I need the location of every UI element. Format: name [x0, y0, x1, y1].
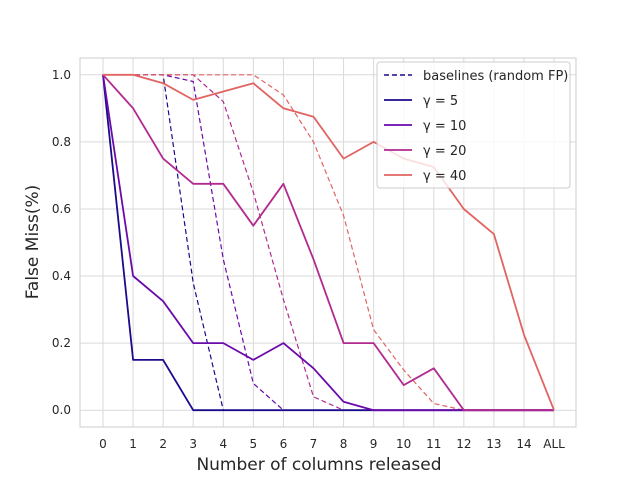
x-tick-label: 8 — [340, 437, 348, 451]
x-tick-label: 1 — [129, 437, 137, 451]
x-tick-label: 9 — [370, 437, 378, 451]
y-tick-label: 0.2 — [52, 336, 71, 350]
y-tick-label: 0.4 — [52, 269, 71, 283]
y-tick-labels: 0.0 0.2 0.4 0.6 0.8 1.0 — [52, 68, 71, 417]
legend: baselines (random FP) γ = 5γ = 10γ = 20γ… — [376, 61, 571, 189]
baseline-line-3 — [103, 74, 554, 411]
legend-entry-label: γ = 5 — [423, 94, 458, 109]
x-tick-label: 14 — [516, 437, 531, 451]
x-tick-label: 6 — [280, 437, 288, 451]
x-tick-label: 12 — [456, 437, 471, 451]
x-tick-label: 11 — [426, 437, 441, 451]
legend-entry-label: γ = 40 — [423, 169, 466, 184]
x-tick-label: 4 — [219, 437, 227, 451]
y-tick-label: 0.6 — [52, 202, 71, 216]
y-tick-label: 0.8 — [52, 135, 71, 149]
x-tick-labels: 0 1 2 3 4 5 6 7 8 9 10 11 12 13 14 ALL — [99, 437, 565, 451]
x-tick-label: 2 — [159, 437, 167, 451]
series-line-gamma-3 — [103, 73, 555, 411]
x-tick-label: 0 — [99, 437, 107, 451]
legend-frame — [376, 61, 571, 189]
series-lines — [102, 73, 555, 412]
x-tick-label: 13 — [486, 437, 501, 451]
y-tick-label: 0.0 — [52, 403, 71, 417]
legend-baseline-label: baselines (random FP) — [423, 69, 568, 84]
x-tick-label: 3 — [189, 437, 197, 451]
x-tick-label: 10 — [396, 437, 411, 451]
series-line-gamma-2 — [102, 74, 554, 412]
x-tick-label: ALL — [543, 437, 565, 451]
legend-entry-label: γ = 10 — [423, 119, 466, 134]
x-tick-label: 5 — [250, 437, 258, 451]
x-axis-label: Number of columns released — [196, 455, 441, 475]
y-tick-label: 1.0 — [52, 68, 71, 82]
legend-entry-label: γ = 20 — [423, 144, 466, 159]
legend-entries: γ = 5 γ = 10 γ = 20 γ = 40 — [384, 94, 466, 184]
x-tick-label: 7 — [310, 437, 318, 451]
y-axis-label: False Miss(%) — [23, 185, 43, 300]
